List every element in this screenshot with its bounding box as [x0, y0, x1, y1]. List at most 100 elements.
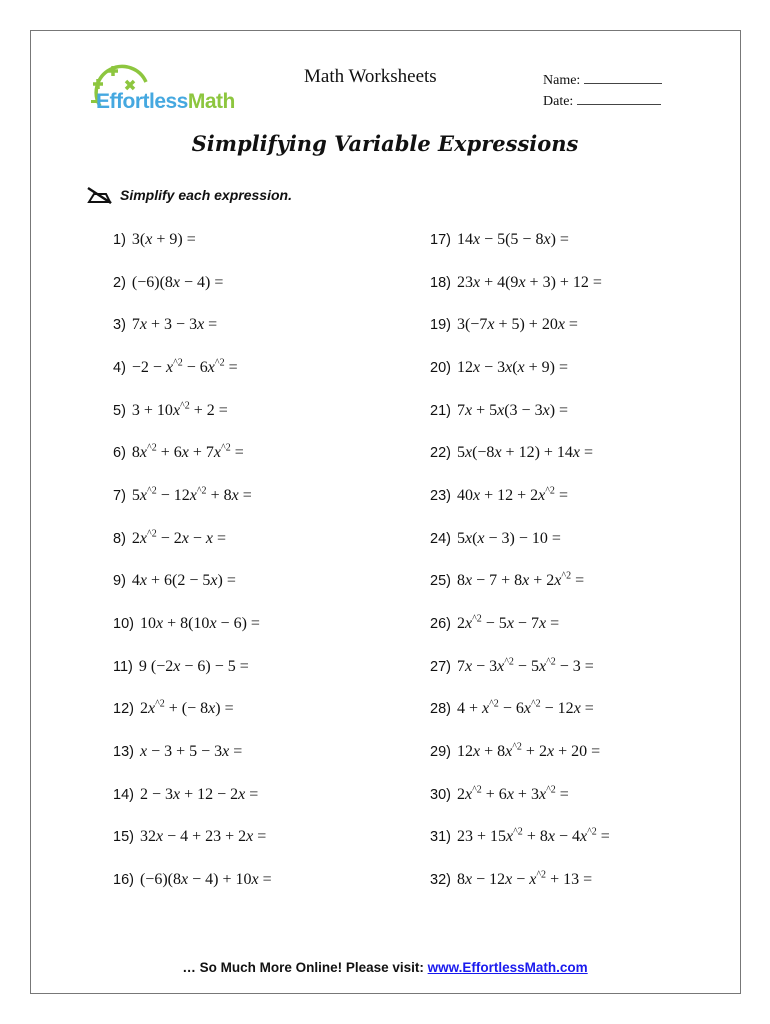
date-line — [577, 94, 662, 105]
question-number: 12) — [113, 701, 134, 717]
question-number: 19) — [430, 317, 451, 333]
question-expression: 32x − 4 + 23 + 2x = — [139, 828, 267, 845]
question-expression: 12x − 3x(x + 9) = — [456, 359, 569, 376]
question-expression: 5x^2 − 12x^2 + 8x = — [131, 485, 252, 504]
question-number: 17) — [430, 232, 451, 248]
question-number: 28) — [430, 701, 451, 717]
question-item: 21) 7x + 5x(3 − 3x) = — [430, 400, 568, 422]
question-number: 9) — [113, 573, 126, 589]
footer-text: … So Much More Online! Please visit: — [182, 960, 428, 975]
question-number: 15) — [113, 829, 134, 845]
question-item: 17) 14x − 5(5 − 8x) = — [430, 229, 569, 251]
name-label: Name: — [543, 73, 581, 88]
question-number: 11) — [113, 659, 133, 675]
question-item: 22) 5x(−8x + 12) + 14x = — [430, 442, 593, 464]
question-expression: 14x − 5(5 − 8x) = — [456, 231, 569, 248]
question-expression: 4 + x^2 − 6x^2 − 12x = — [456, 698, 594, 717]
question-item: 4) −2 − x^2 − 6x^2 = — [113, 357, 238, 379]
question-number: 13) — [113, 744, 134, 760]
question-expression: 5x(−8x + 12) + 14x = — [456, 444, 594, 461]
worksheet-label: Math Worksheets — [304, 66, 437, 87]
question-item: 24) 5x(x − 3) − 10 = — [430, 528, 561, 550]
question-item: 32) 8x − 12x − x^2 + 13 = — [430, 869, 592, 891]
question-item: 18) 23x + 4(9x + 3) + 12 = — [430, 272, 602, 294]
question-number: 22) — [430, 445, 451, 461]
question-expression: 4x + 6(2 − 5x) = — [131, 572, 236, 589]
question-item: 3) 7x + 3 − 3x = — [113, 314, 217, 336]
question-expression: 3 + 10x^2 + 2 = — [131, 400, 228, 419]
question-item: 28) 4 + x^2 − 6x^2 − 12x = — [430, 698, 594, 720]
question-number: 21) — [430, 403, 451, 419]
effortless-math-logo-icon — [91, 64, 148, 107]
question-item: 5) 3 + 10x^2 + 2 = — [113, 400, 228, 422]
date-field[interactable]: Date: — [543, 94, 662, 110]
logo-part1: Effortless — [96, 90, 188, 113]
question-expression: 7x + 3 − 3x = — [131, 316, 218, 333]
question-item: 31) 23 + 15x^2 + 8x − 4x^2 = — [430, 826, 610, 848]
question-number: 16) — [113, 872, 134, 888]
question-item: 8) 2x^2 − 2x − x = — [113, 528, 226, 550]
question-expression: 10x + 8(10x − 6) = — [139, 615, 260, 632]
question-expression: 2x^2 − 5x − 7x = — [456, 613, 560, 632]
question-number: 26) — [430, 616, 451, 632]
question-item: 20) 12x − 3x(x + 9) = — [430, 357, 568, 379]
question-number: 27) — [430, 659, 451, 675]
question-item: 12) 2x^2 + (− 8x) = — [113, 698, 234, 720]
question-item: 25) 8x − 7 + 8x + 2x^2 = — [430, 570, 584, 592]
question-item: 27) 7x − 3x^2 − 5x^2 − 3 = — [430, 656, 594, 678]
instruction-text: Simplify each expression. — [120, 187, 292, 203]
question-number: 6) — [113, 445, 126, 461]
question-expression: (−6)(8x − 4) = — [131, 274, 224, 291]
question-expression: −2 − x^2 − 6x^2 = — [131, 357, 238, 376]
question-item: 2) (−6)(8x − 4) = — [113, 272, 223, 294]
question-expression: 3(−7x + 5) + 20x = — [456, 316, 578, 333]
question-number: 4) — [113, 360, 126, 376]
question-expression: 8x − 7 + 8x + 2x^2 = — [456, 570, 585, 589]
pencil-crossed-icon — [87, 186, 112, 205]
question-expression: 40x + 12 + 2x^2 = — [456, 485, 568, 504]
question-expression: 23 + 15x^2 + 8x − 4x^2 = — [456, 826, 610, 845]
question-number: 2) — [113, 275, 126, 291]
question-item: 11) 9 (−2x − 6) − 5 = — [113, 656, 249, 678]
question-number: 31) — [430, 829, 451, 845]
question-expression: 2 − 3x + 12 − 2x = — [139, 786, 259, 803]
question-item: 30) 2x^2 + 6x + 3x^2 = — [430, 784, 569, 806]
question-expression: (−6)(8x − 4) + 10x = — [139, 871, 272, 888]
question-number: 32) — [430, 872, 451, 888]
question-number: 5) — [113, 403, 126, 419]
question-expression: 2x^2 + (− 8x) = — [139, 698, 234, 717]
page-border — [30, 30, 741, 994]
question-expression: 5x(x − 3) − 10 = — [456, 530, 561, 547]
question-expression: 2x^2 + 6x + 3x^2 = — [456, 784, 569, 803]
question-number: 8) — [113, 531, 126, 547]
question-number: 25) — [430, 573, 451, 589]
date-label: Date: — [543, 94, 574, 109]
question-number: 7) — [113, 488, 126, 504]
instruction: Simplify each expression. — [86, 186, 292, 205]
question-item: 6) 8x^2 + 6x + 7x^2 = — [113, 442, 244, 464]
question-expression: 7x − 3x^2 − 5x^2 − 3 = — [456, 656, 594, 675]
question-expression: 2x^2 − 2x − x = — [131, 528, 227, 547]
question-expression: 9 (−2x − 6) − 5 = — [138, 658, 249, 675]
question-item: 13) x − 3 + 5 − 3x = — [113, 741, 242, 763]
question-item: 1) 3(x + 9) = — [113, 229, 196, 251]
question-expression: 7x + 5x(3 − 3x) = — [456, 402, 569, 419]
question-number: 24) — [430, 531, 451, 547]
logo-text: EffortlessMath — [96, 90, 235, 114]
question-item: 16) (−6)(8x − 4) + 10x = — [113, 869, 272, 891]
question-number: 3) — [113, 317, 126, 333]
question-item: 9) 4x + 6(2 − 5x) = — [113, 570, 236, 592]
question-number: 1) — [113, 232, 126, 248]
question-item: 15) 32x − 4 + 23 + 2x = — [113, 826, 266, 848]
question-number: 29) — [430, 744, 451, 760]
name-line — [584, 73, 663, 84]
logo-part2: Math — [187, 90, 236, 113]
question-expression: 12x + 8x^2 + 2x + 20 = — [456, 741, 601, 760]
question-number: 23) — [430, 488, 451, 504]
website-link[interactable]: www.EffortlessMath.com — [427, 960, 588, 975]
question-number: 18) — [430, 275, 451, 291]
name-field[interactable]: Name: — [543, 73, 663, 89]
footer: … So Much More Online! Please visit: www… — [0, 960, 770, 975]
question-expression: x − 3 + 5 − 3x = — [139, 743, 243, 760]
question-expression: 8x − 12x − x^2 + 13 = — [456, 869, 593, 888]
